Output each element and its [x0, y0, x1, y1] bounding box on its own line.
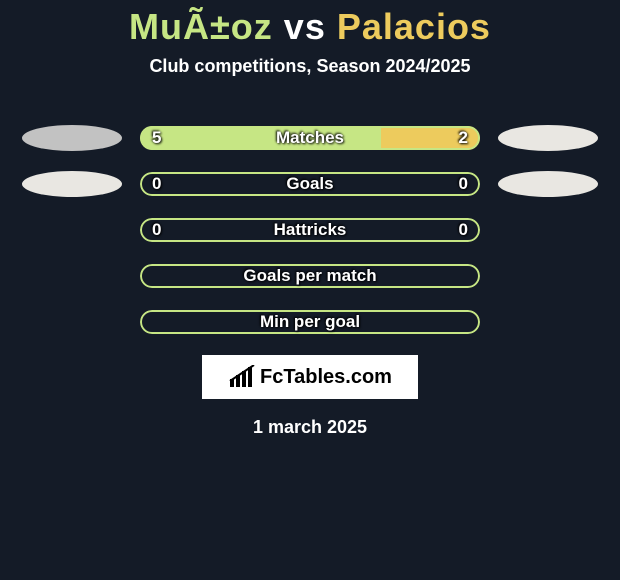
right-spacer — [498, 217, 598, 243]
stat-bar: 5 2 Matches — [140, 126, 480, 150]
left-spacer — [22, 263, 122, 289]
right-spacer — [498, 309, 598, 335]
stat-rows: 5 2 Matches 0 0 Goals 0 0 Hattricks Goals per mat… — [0, 115, 620, 345]
stat-label: Goals — [286, 174, 333, 194]
footer-date: 1 march 2025 — [0, 417, 620, 438]
right-spacer — [498, 263, 598, 289]
stat-row: 0 0 Goals — [0, 161, 620, 207]
stat-label: Matches — [276, 128, 344, 148]
value-b: 2 — [459, 128, 468, 148]
value-b: 0 — [459, 220, 468, 240]
left-spacer — [22, 309, 122, 335]
stat-label: Hattricks — [274, 220, 347, 240]
logo-box: FcTables.com — [202, 355, 418, 399]
left-spacer — [22, 217, 122, 243]
stat-label: Min per goal — [260, 312, 360, 332]
player-a-name: MuÃ±oz — [129, 6, 273, 47]
comparison-title: MuÃ±oz vs Palacios — [0, 0, 620, 48]
player-b-name: Palacios — [337, 6, 491, 47]
left-ellipse — [22, 125, 122, 151]
vs-text: vs — [284, 6, 326, 47]
stat-row: Min per goal — [0, 299, 620, 345]
stat-row: 0 0 Hattricks — [0, 207, 620, 253]
subtitle: Club competitions, Season 2024/2025 — [0, 56, 620, 77]
stat-bar: Goals per match — [140, 264, 480, 288]
stat-row: 5 2 Matches — [0, 115, 620, 161]
value-b: 0 — [459, 174, 468, 194]
right-ellipse — [498, 125, 598, 151]
stat-bar: 0 0 Goals — [140, 172, 480, 196]
stat-row: Goals per match — [0, 253, 620, 299]
stat-bar: 0 0 Hattricks — [140, 218, 480, 242]
value-a: 0 — [152, 220, 161, 240]
chart-icon — [228, 365, 256, 389]
value-a: 0 — [152, 174, 161, 194]
left-ellipse — [22, 171, 122, 197]
logo-text: FcTables.com — [260, 366, 392, 389]
bar-fill-a — [140, 126, 381, 150]
value-a: 5 — [152, 128, 161, 148]
right-ellipse — [498, 171, 598, 197]
stat-label: Goals per match — [243, 266, 376, 286]
stat-bar: Min per goal — [140, 310, 480, 334]
